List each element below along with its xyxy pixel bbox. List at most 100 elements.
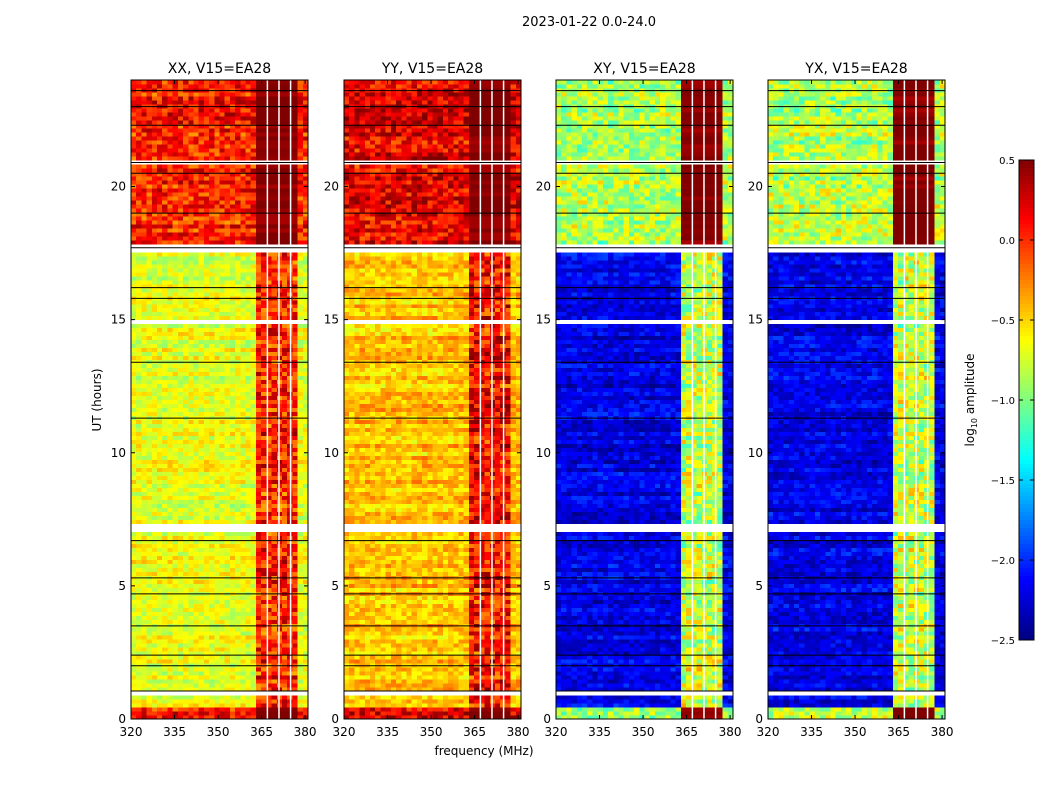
heatmap-cell [245, 267, 252, 273]
heatmap-cell [235, 463, 241, 468]
heatmap-cell [131, 207, 137, 213]
heatmap-cell [224, 647, 231, 652]
heatmap-cell [151, 635, 158, 640]
heatmap-cell [297, 303, 304, 309]
heatmap-cell [209, 219, 215, 225]
heatmap-cell [157, 339, 163, 345]
heatmap-cell [281, 135, 288, 141]
heatmap-cell [131, 375, 137, 381]
heatmap-cell [214, 287, 221, 293]
heatmap-cell [141, 367, 148, 373]
heatmap-cell [281, 503, 288, 508]
heatmap-cell [157, 223, 163, 229]
heatmap-cell [151, 179, 158, 185]
heatmap-cell [229, 323, 236, 329]
heatmap-cell [245, 179, 252, 185]
heatmap-cell [235, 499, 241, 504]
heatmap-cell [167, 443, 174, 449]
heatmap-cell [281, 603, 288, 608]
heatmap-cell [250, 251, 257, 257]
heatmap-cell [235, 171, 241, 177]
heatmap-cell [214, 147, 221, 153]
heatmap-cell [183, 223, 189, 229]
heatmap-cell [136, 323, 143, 329]
heatmap-cell [162, 503, 169, 508]
heatmap-cell [297, 231, 304, 237]
heatmap-cell [235, 315, 241, 321]
heatmap-cell [183, 499, 189, 504]
heatmap-cell [131, 235, 137, 241]
heatmap-cell [235, 647, 241, 652]
heatmap-cell [255, 531, 262, 536]
heatmap-cell [235, 479, 241, 484]
heatmap-cell [157, 695, 163, 700]
heatmap-cell [183, 211, 189, 217]
heatmap-cell [141, 391, 148, 397]
heatmap-cell [177, 687, 184, 692]
heatmap-cell [193, 639, 200, 644]
heatmap-cell [245, 471, 252, 476]
heatmap-cell [214, 139, 221, 145]
heatmap-cell [157, 559, 163, 564]
heatmap-cell [271, 571, 278, 576]
heatmap-cell [203, 375, 210, 381]
heatmap-cell [198, 495, 205, 500]
heatmap-cell [229, 183, 236, 189]
heatmap-cell [302, 379, 309, 385]
heatmap-cell [235, 275, 241, 281]
heatmap-cell [193, 563, 200, 568]
heatmap-cell [297, 543, 304, 548]
heatmap-cell [302, 211, 309, 217]
heatmap-cell [157, 495, 163, 500]
heatmap-cell [151, 339, 158, 345]
heatmap-cell [229, 279, 236, 285]
heatmap-cell [162, 563, 169, 568]
heatmap-cell [188, 595, 195, 600]
heatmap-cell [214, 247, 221, 253]
heatmap-cell [188, 699, 195, 704]
heatmap-cell [203, 487, 210, 492]
heatmap-cell [229, 303, 236, 309]
heatmap-cell [193, 467, 200, 472]
heatmap-cell [281, 543, 288, 548]
heatmap-cell [188, 675, 195, 680]
heatmap-cell [136, 299, 143, 305]
heatmap-cell [157, 171, 163, 177]
heatmap-cell [255, 171, 262, 177]
heatmap-cell [281, 699, 288, 704]
heatmap-cell [229, 383, 236, 389]
heatmap-cell [131, 619, 137, 624]
heatmap-cell [136, 579, 143, 584]
heatmap-cell [302, 507, 309, 512]
heatmap-cell [198, 539, 205, 544]
heatmap-cell [141, 507, 148, 512]
heatmap-cell [245, 143, 252, 149]
heatmap-cell [229, 311, 236, 317]
heatmap-cell [136, 567, 143, 572]
heatmap-cell [297, 451, 304, 457]
heatmap-cell [177, 611, 184, 616]
heatmap-cell [172, 647, 179, 652]
heatmap-cell [167, 287, 174, 293]
heatmap-cell [281, 347, 288, 353]
heatmap-cell [172, 207, 179, 213]
heatmap-cell [136, 375, 143, 381]
heatmap-cell [235, 147, 241, 153]
heatmap-cell [167, 503, 174, 508]
heatmap-cell [281, 363, 288, 369]
heatmap-cell [172, 303, 179, 309]
heatmap-cell [271, 491, 278, 496]
heatmap-cell [240, 299, 247, 305]
heatmap-cell [203, 151, 210, 157]
heatmap-cell [271, 639, 278, 644]
heatmap-cell [157, 571, 163, 576]
heatmap-cell [235, 531, 241, 536]
heatmap-cell [203, 351, 210, 357]
heatmap-cell [131, 687, 137, 692]
heatmap-cell [245, 707, 252, 712]
heatmap-cell [297, 351, 304, 357]
heatmap-cell [271, 151, 278, 157]
heatmap-cell [240, 291, 247, 297]
heatmap-cell [292, 671, 299, 676]
heatmap-cell [188, 331, 195, 337]
